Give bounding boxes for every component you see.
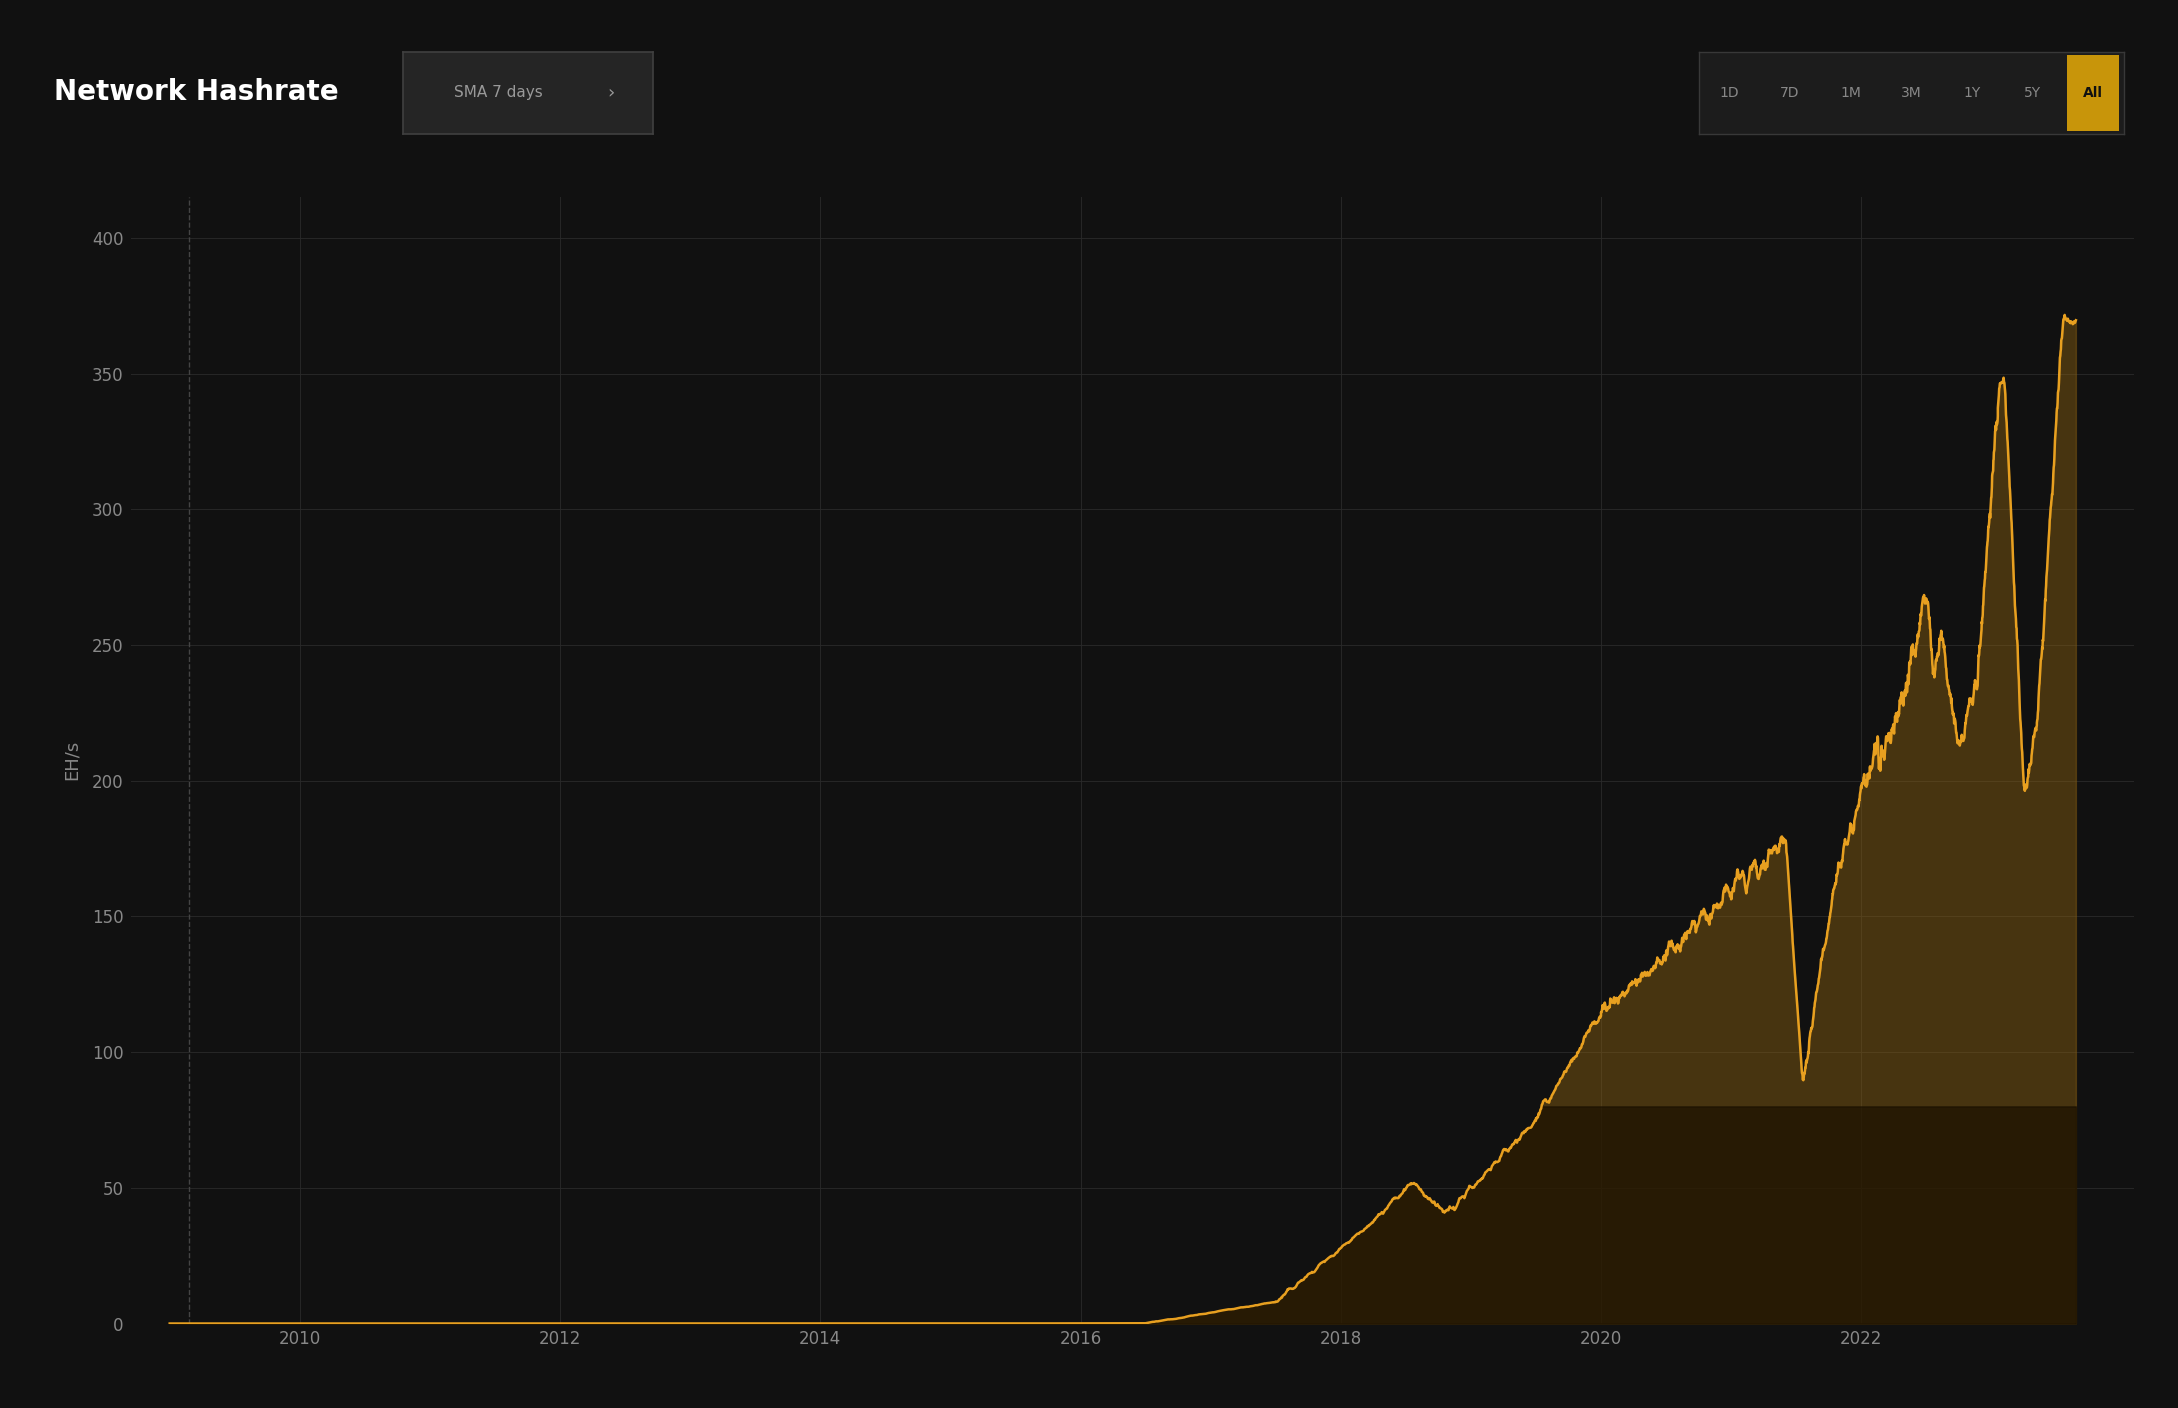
Text: 1M: 1M	[1840, 86, 1860, 100]
Text: 3M: 3M	[1901, 86, 1921, 100]
Text: 7D: 7D	[1779, 86, 1799, 100]
Text: Network Hashrate: Network Hashrate	[54, 77, 340, 106]
Text: All: All	[2082, 86, 2104, 100]
Text: SMA 7 days: SMA 7 days	[453, 86, 542, 100]
Text: 5Y: 5Y	[2023, 86, 2041, 100]
Text: 1D: 1D	[1718, 86, 1738, 100]
Y-axis label: EH/s: EH/s	[63, 741, 81, 780]
Text: 1Y: 1Y	[1962, 86, 1980, 100]
Text: ›: ›	[608, 84, 614, 101]
